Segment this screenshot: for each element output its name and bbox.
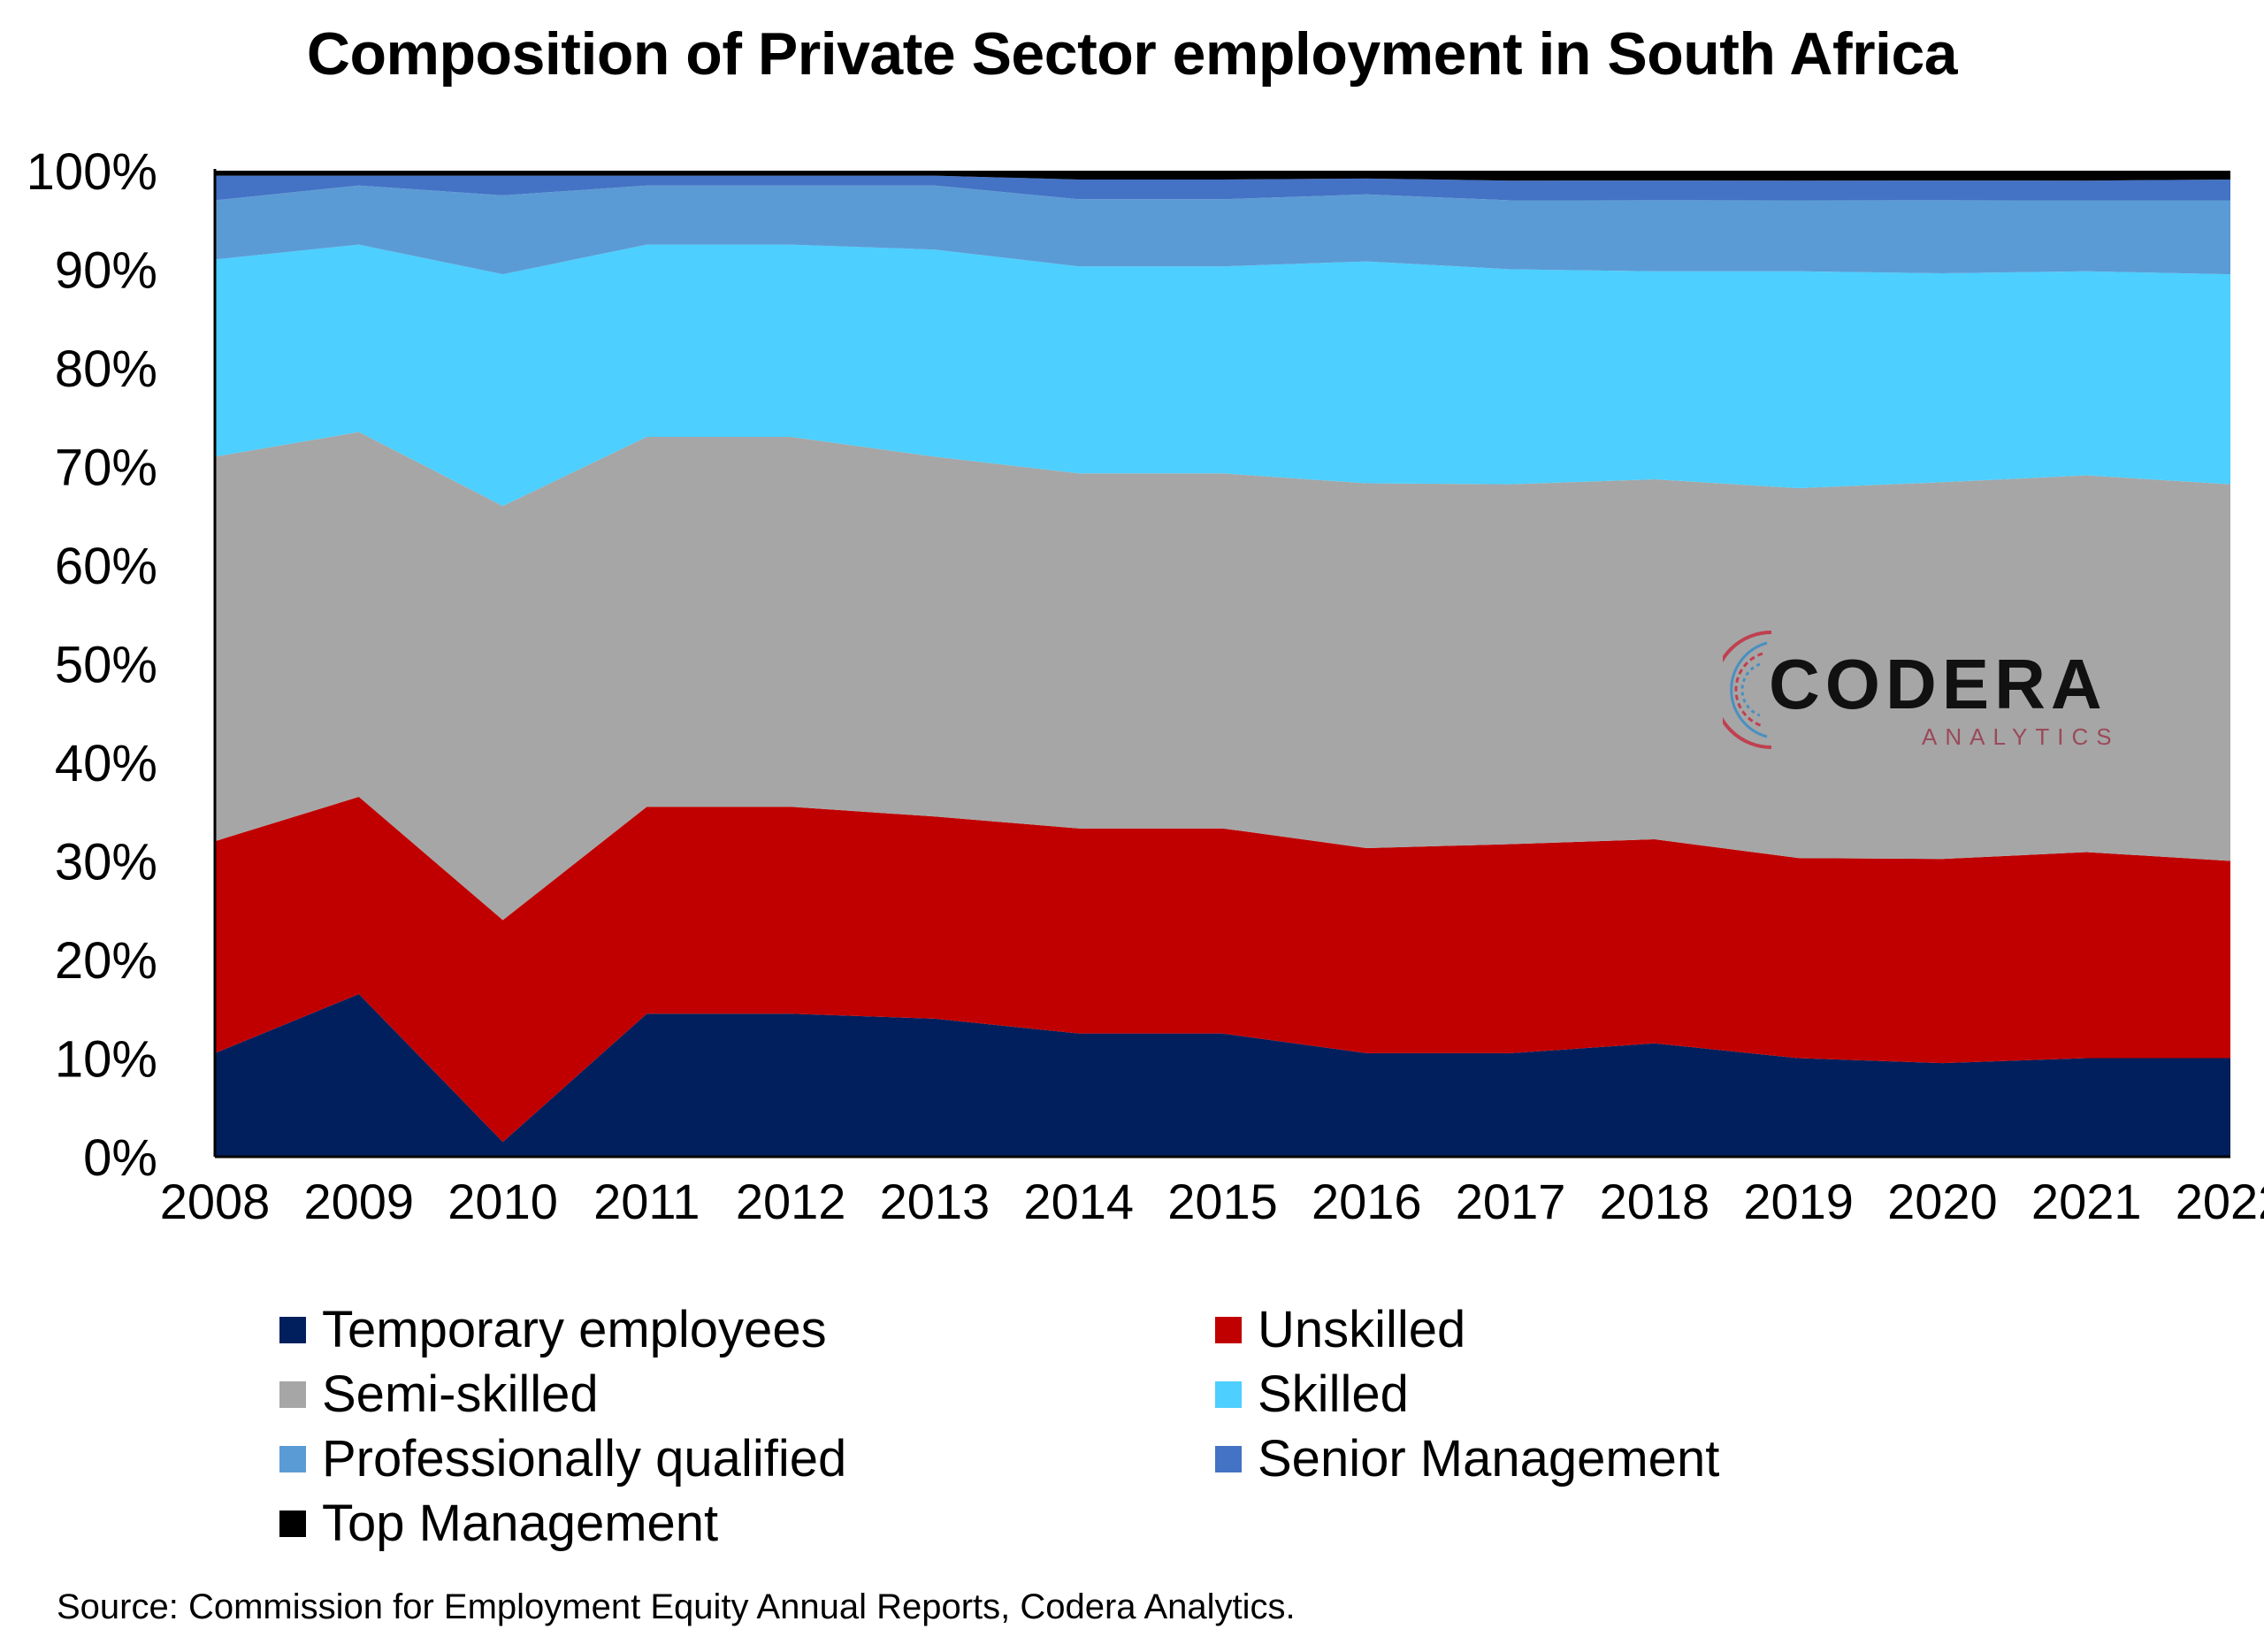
x-tick-label: 2022 [2176, 1174, 2264, 1229]
legend-label: Semi-skilled [322, 1365, 599, 1423]
area-professionally-qualified [215, 185, 2230, 275]
x-tick-label: 2013 [880, 1174, 990, 1229]
legend-swatch [279, 1510, 306, 1537]
x-tick-label: 2018 [1600, 1174, 1710, 1229]
x-tick-label: 2017 [1456, 1174, 1566, 1229]
x-tick-label: 2010 [447, 1174, 558, 1229]
legend-label: Professionally qualified [322, 1430, 847, 1488]
area-semi-skilled [215, 432, 2230, 921]
y-tick-labels: 0% 10% 20% 30% 40% 50% 60% 70% 80% 90% 100% [27, 143, 157, 1187]
x-tick-label: 2021 [2031, 1174, 2142, 1229]
y-tick-label: 20% [55, 932, 157, 990]
legend-label: Unskilled [1258, 1301, 1466, 1358]
y-tick-label: 60% [55, 538, 157, 595]
legend-item: Professionally qualified [279, 1429, 846, 1488]
area-temporary-employees [215, 994, 2230, 1157]
legend-swatch [279, 1316, 306, 1343]
codera-logo: CODERA ANALYTICS [1723, 619, 2147, 761]
legend-swatch [279, 1380, 306, 1408]
logo-subtitle: ANALYTICS [1922, 723, 2120, 750]
x-tick-label: 2019 [1743, 1174, 1854, 1229]
area-senior-management [215, 175, 2230, 201]
y-tick-label: 30% [55, 834, 157, 891]
legend-label: Senior Management [1258, 1430, 1720, 1488]
legend-label: Skilled [1258, 1365, 1409, 1423]
legend-item: Skilled [1215, 1365, 1409, 1424]
x-tick-label: 2016 [1312, 1174, 1422, 1229]
x-tick-label: 2008 [160, 1174, 271, 1229]
legend-item: Unskilled [1215, 1300, 1465, 1359]
x-tick-label: 2009 [303, 1174, 414, 1229]
area-skilled [215, 244, 2230, 507]
y-tick-label: 0% [83, 1129, 157, 1187]
legend-item: Semi-skilled [279, 1365, 599, 1424]
axes-group [213, 169, 2230, 1159]
x-tick-label: 2012 [736, 1174, 846, 1229]
legend-swatch [1215, 1380, 1242, 1408]
source-note: Source: Commission for Employment Equity… [57, 1587, 1296, 1626]
legend-label: Temporary employees [322, 1301, 827, 1358]
y-tick-label: 90% [55, 242, 157, 300]
y-tick-label: 70% [55, 440, 157, 497]
chart-title: Composition of Private Sector employment… [306, 20, 1958, 88]
y-tick-label: 80% [55, 340, 157, 398]
x-tick-label: 2020 [1887, 1174, 1998, 1229]
legend-item: Senior Management [1215, 1429, 1719, 1488]
x-tick-label: 2015 [1167, 1174, 1278, 1229]
y-tick-label: 40% [55, 735, 157, 792]
stacked-area-chart: 0%10%20%30%40%50%60%70%80%90%100% 2008 20… [27, 143, 2264, 1229]
x-tick-label: 2014 [1023, 1174, 1134, 1229]
y-tick-label: 10% [55, 1031, 157, 1089]
logo-wordmark: CODERA [1769, 645, 2107, 723]
legend-swatch [1215, 1445, 1242, 1472]
area-series-group [215, 171, 2230, 1157]
y-tick-label: 100% [27, 143, 157, 201]
area-unskilled [215, 797, 2230, 1143]
legend-swatch [279, 1445, 306, 1472]
legend-swatch [1215, 1316, 1242, 1343]
legend-item: Top Management [279, 1494, 718, 1553]
y-tick-label: 50% [55, 637, 157, 694]
area-top-management [215, 171, 2230, 181]
x-tick-label: 2011 [593, 1174, 700, 1229]
legend-item: Temporary employees [279, 1300, 827, 1359]
legend-label: Top Management [322, 1495, 719, 1552]
x-tick-labels: 2008 2009 2010 2011 2012 2013 2014 2015 2016 2017… [160, 1174, 2264, 1229]
logo-circuit-icon [1723, 631, 1772, 749]
